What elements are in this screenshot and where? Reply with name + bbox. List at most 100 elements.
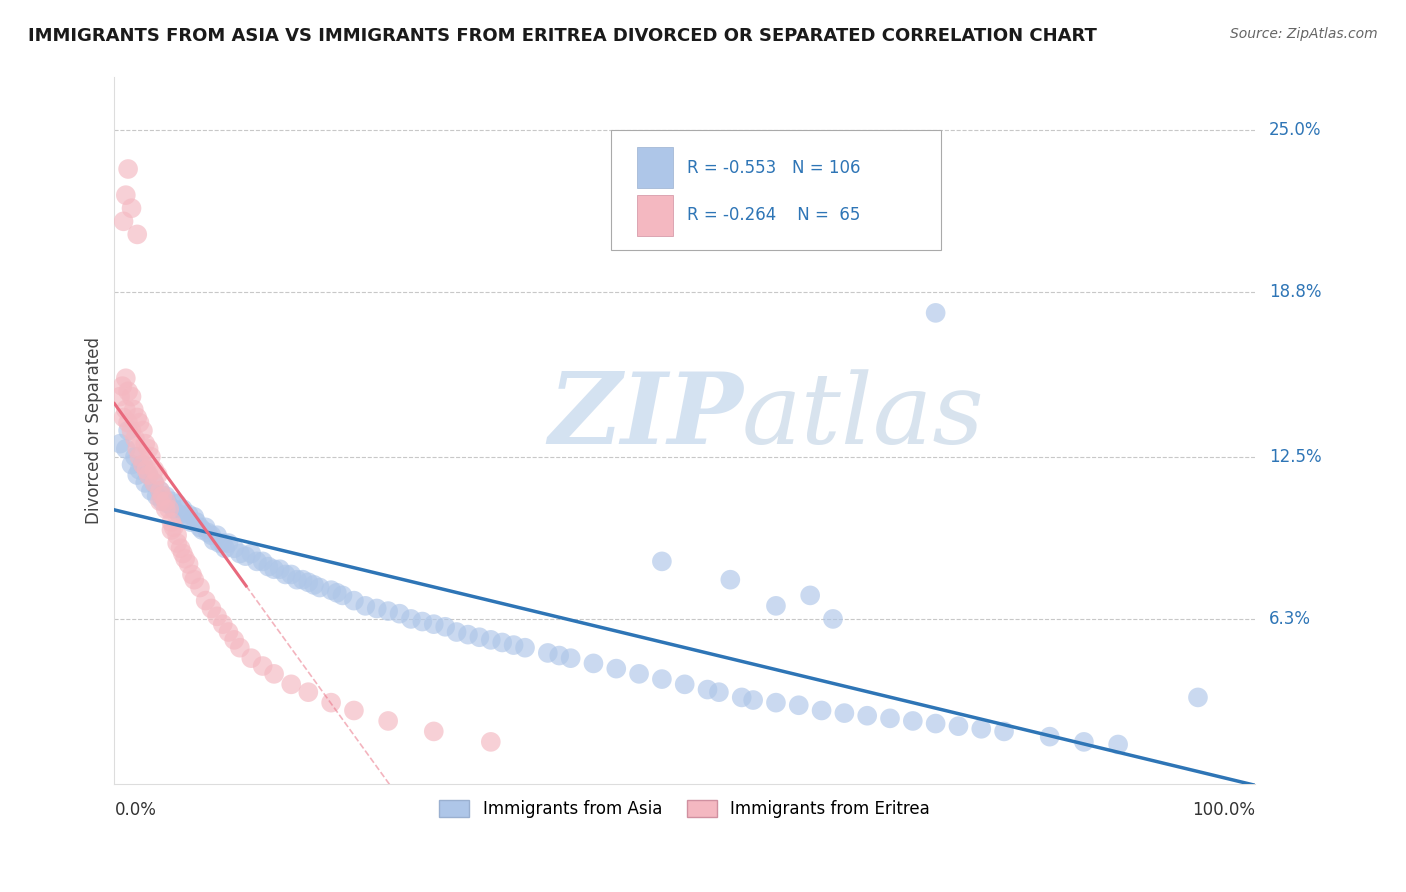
Point: [188, 581, 211, 595]
Point: [112, 410, 135, 425]
Point: [252, 659, 274, 673]
Point: [217, 625, 239, 640]
Point: [302, 578, 325, 592]
Point: [149, 483, 172, 498]
Point: [114, 442, 136, 456]
Point: [128, 450, 150, 464]
Text: R = -0.553   N = 106: R = -0.553 N = 106: [688, 159, 860, 177]
Point: [155, 494, 177, 508]
Point: [263, 666, 285, 681]
Point: [377, 604, 399, 618]
Point: [388, 607, 411, 621]
Point: [787, 698, 810, 713]
Point: [856, 708, 879, 723]
Point: [134, 436, 156, 450]
Text: 0.0%: 0.0%: [114, 801, 156, 820]
Text: 100.0%: 100.0%: [1192, 801, 1256, 820]
Point: [229, 547, 252, 561]
Point: [970, 722, 993, 736]
Text: R = -0.264    N =  65: R = -0.264 N = 65: [688, 206, 860, 224]
Point: [114, 188, 136, 202]
Point: [127, 442, 149, 456]
Point: [457, 627, 479, 641]
Point: [502, 638, 524, 652]
Point: [121, 201, 143, 215]
Point: [628, 666, 651, 681]
Point: [605, 662, 627, 676]
Point: [423, 724, 446, 739]
Point: [718, 573, 741, 587]
Point: [240, 547, 263, 561]
Point: [1107, 738, 1129, 752]
Point: [169, 508, 191, 522]
Point: [321, 696, 343, 710]
Point: [128, 463, 150, 477]
Point: [1073, 735, 1095, 749]
Point: [149, 483, 172, 498]
Point: [332, 588, 354, 602]
Point: [211, 536, 233, 550]
Y-axis label: Divorced or Separated: Divorced or Separated: [86, 337, 103, 524]
Point: [139, 483, 162, 498]
Point: [174, 509, 197, 524]
Point: [224, 541, 246, 556]
Text: Source: ZipAtlas.com: Source: ZipAtlas.com: [1230, 27, 1378, 41]
Point: [560, 651, 582, 665]
Point: [537, 646, 560, 660]
Point: [308, 581, 330, 595]
Point: [172, 547, 194, 561]
Point: [181, 567, 204, 582]
Point: [155, 502, 177, 516]
Point: [200, 528, 222, 542]
Point: [742, 693, 765, 707]
Text: 18.8%: 18.8%: [1268, 283, 1322, 301]
Point: [257, 559, 280, 574]
Point: [114, 402, 136, 417]
Point: [124, 432, 146, 446]
Point: [139, 450, 162, 464]
Point: [166, 497, 188, 511]
Point: [434, 620, 457, 634]
Point: [291, 573, 314, 587]
Point: [211, 617, 233, 632]
Point: [122, 402, 145, 417]
Point: [117, 384, 139, 399]
Point: [157, 497, 180, 511]
Point: [150, 489, 173, 503]
Point: [108, 390, 131, 404]
FancyBboxPatch shape: [610, 130, 942, 251]
Point: [214, 541, 236, 556]
Bar: [637, 194, 673, 235]
Point: [121, 390, 143, 404]
Point: [180, 515, 202, 529]
Point: [160, 523, 183, 537]
Point: [128, 416, 150, 430]
Point: [200, 601, 222, 615]
Point: [150, 494, 173, 508]
Point: [174, 551, 197, 566]
Point: [224, 632, 246, 647]
Point: [166, 528, 188, 542]
Point: [163, 502, 186, 516]
Point: [177, 508, 200, 522]
Point: [491, 635, 513, 649]
Point: [229, 640, 252, 655]
Point: [117, 424, 139, 438]
Point: [146, 468, 169, 483]
Point: [160, 494, 183, 508]
Point: [399, 612, 422, 626]
Point: [731, 690, 754, 705]
Point: [135, 463, 157, 477]
Point: [993, 724, 1015, 739]
Text: ZIP: ZIP: [548, 368, 742, 465]
Point: [366, 601, 388, 615]
Point: [479, 735, 502, 749]
Point: [901, 714, 924, 728]
Point: [138, 468, 160, 483]
Point: [707, 685, 730, 699]
Point: [1039, 730, 1062, 744]
Point: [117, 416, 139, 430]
Point: [651, 554, 673, 568]
Point: [468, 630, 491, 644]
Point: [205, 528, 228, 542]
